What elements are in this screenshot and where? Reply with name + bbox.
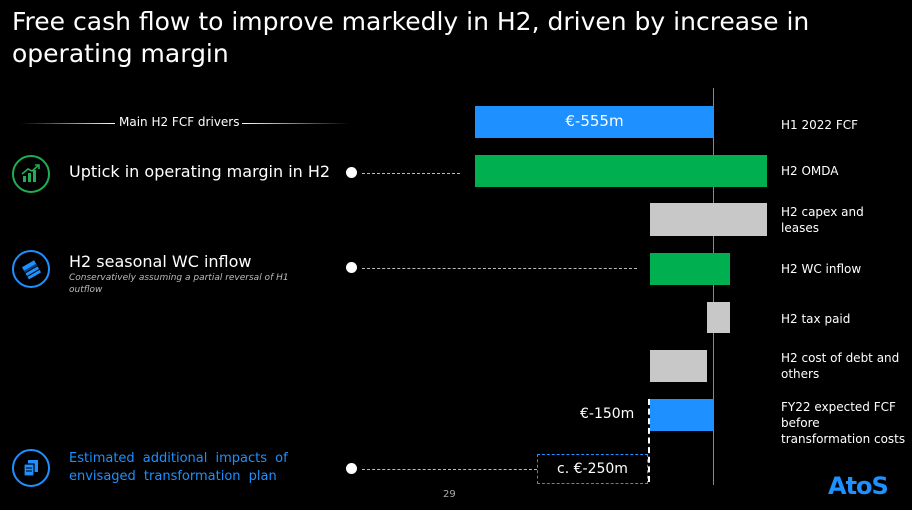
bar-fy22-fcf <box>650 399 714 431</box>
label-h2-wc-inflow: H2 WC inflow <box>781 262 862 276</box>
growth-chart-icon <box>12 155 50 193</box>
driver-operating-margin: Uptick in operating margin in H2 <box>69 162 331 181</box>
fy22-fcf-value: €-150m <box>580 406 635 422</box>
bar-h2-cost-of-debt <box>650 350 707 382</box>
bar-h1-fcf <box>475 106 714 138</box>
driver-wc-inflow: H2 seasonal WC inflow <box>69 252 252 271</box>
connector-line <box>362 268 637 269</box>
label-h2-tax: H2 tax paid <box>781 312 851 326</box>
header-divider-left <box>20 123 115 124</box>
atos-logo: AtoS <box>828 472 889 500</box>
transformation-impact-box: c. €-250m <box>537 454 648 484</box>
connector-line <box>362 469 537 470</box>
drivers-header-label: Main H2 FCF drivers <box>119 115 240 129</box>
drivers-header: Main H2 FCF drivers <box>20 113 350 133</box>
header-divider-right <box>242 123 350 124</box>
bar-h2-wc-inflow <box>650 253 730 285</box>
label-fy22-fcf: FY22 expected FCF before transformation … <box>781 400 906 446</box>
connector-dot <box>346 463 357 474</box>
bar-h2-capex <box>650 203 767 236</box>
bar-h2-tax <box>707 302 730 333</box>
bar-h2-omda <box>475 155 767 187</box>
label-h2-capex: H2 capex and leases <box>781 205 864 235</box>
connector-dot <box>346 262 357 273</box>
page-number: 29 <box>443 489 456 500</box>
page-title: Free cash flow to improve markedly in H2… <box>12 7 810 68</box>
label-h2-omda: H2 OMDA <box>781 164 839 178</box>
zero-axis-line <box>713 88 714 485</box>
connector-line <box>362 173 460 174</box>
driver-wc-inflow-subtitle: Conservatively assuming a partial revers… <box>69 273 289 295</box>
bar-h1-fcf-value: €-555m <box>565 112 624 130</box>
driver-transformation-plan: Estimated additional impacts of envisage… <box>69 451 288 484</box>
cash-stack-icon <box>12 250 50 288</box>
transformation-connector <box>648 399 650 482</box>
label-h2-cost-of-debt: H2 cost of debt and others <box>781 351 900 381</box>
connector-dot <box>346 167 357 178</box>
documents-icon <box>12 449 50 487</box>
label-h1-fcf: H1 2022 FCF <box>781 118 859 132</box>
